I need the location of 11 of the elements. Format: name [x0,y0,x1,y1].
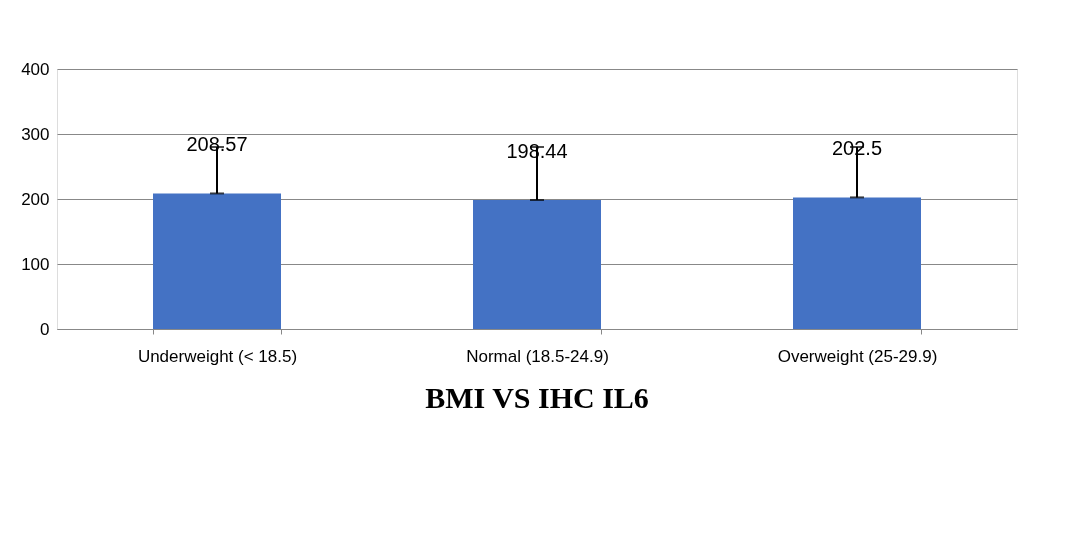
y-tick-label: 100 [21,254,50,274]
y-tick-label: 0 [40,319,50,339]
data-label: 208.57 [186,133,248,156]
text: BMI VS IHC IL6 [425,381,649,414]
x-tick-label: Normal (18.5-24.9) [466,346,609,366]
y-tick-label: 200 [21,189,50,209]
x-tick-label: Overweight (25-29.9) [777,346,938,366]
data-label: 202.5 [831,137,883,160]
y-tick-label: 300 [21,124,50,144]
y-tick-label: 400 [21,59,50,79]
x-tick-label: Underweight (< 18.5) [137,346,298,366]
